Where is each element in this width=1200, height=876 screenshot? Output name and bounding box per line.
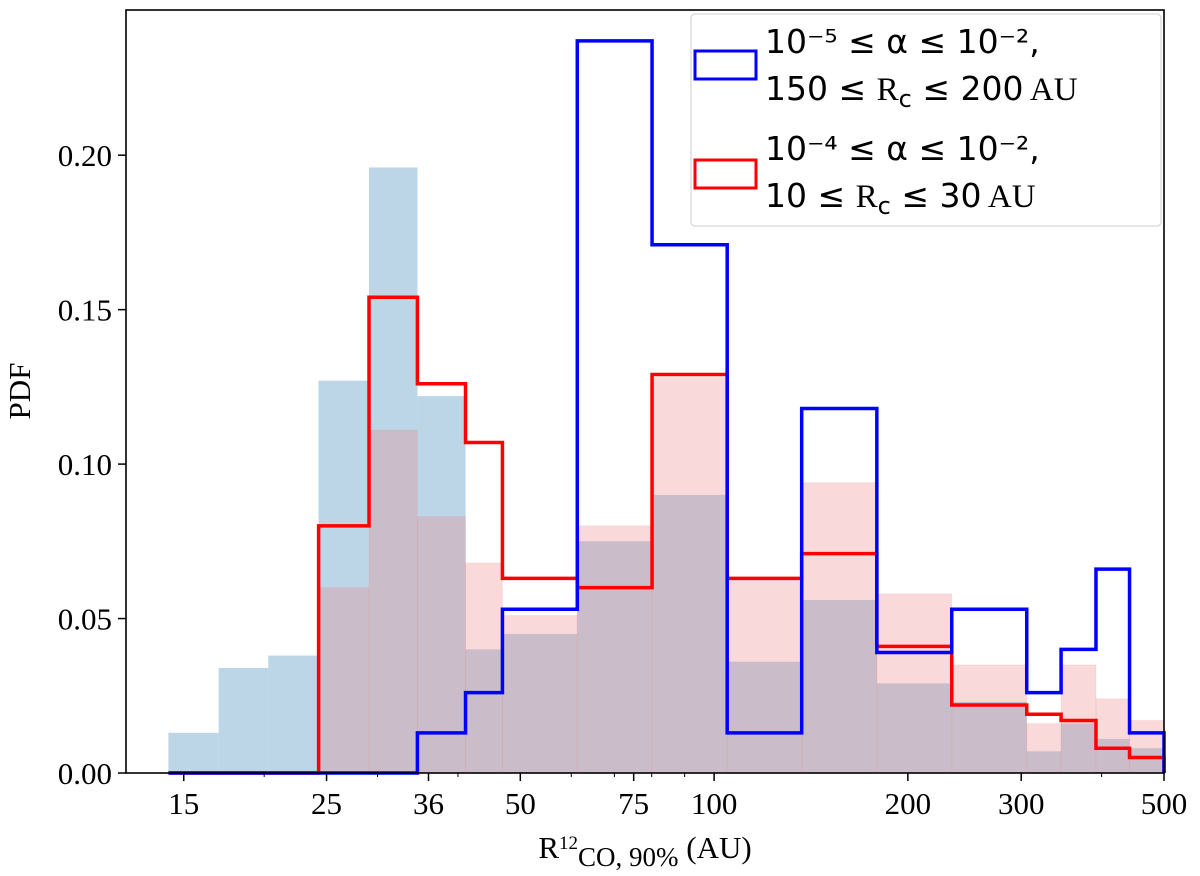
- blue-bar: [1060, 723, 1097, 774]
- blue-bar: [168, 732, 220, 774]
- blue-bar: [801, 599, 878, 774]
- blue-bar: [876, 683, 953, 774]
- x-tick-label: 50: [505, 786, 536, 821]
- y-tick-label: 0.20: [58, 138, 112, 173]
- pink-bar: [651, 377, 728, 774]
- legend-swatch-blue: [693, 49, 758, 81]
- y-axis-label: PDF: [2, 363, 37, 420]
- blue-bar: [651, 494, 728, 774]
- legend-line2: 10 ≤ Rc ≤ 30 AU: [765, 176, 1036, 220]
- blue-bar: [368, 167, 418, 774]
- pink-bar: [1095, 698, 1130, 774]
- blue-bar: [218, 667, 269, 774]
- x-tick-label: 36: [413, 786, 444, 821]
- y-tick-label: 0.00: [58, 756, 112, 791]
- legend-line2: 150 ≤ Rc ≤ 200 AU: [765, 69, 1078, 113]
- blue-bar: [502, 633, 578, 774]
- pink-bar: [951, 664, 1028, 774]
- x-tick-label: 25: [311, 786, 342, 821]
- pink-filled-histogram: [318, 377, 1165, 774]
- x-tick-label: 15: [168, 786, 199, 821]
- pink-bar: [1129, 720, 1165, 774]
- blue-bar: [267, 655, 320, 774]
- legend: 10⁻⁵ ≤ α ≤ 10⁻², 150 ≤ Rc ≤ 200 AU 10⁻⁴ …: [690, 13, 1162, 227]
- x-tick-label: 500: [1141, 786, 1188, 821]
- blue-filled-histogram: [168, 167, 1165, 774]
- pink-bar: [726, 577, 803, 774]
- pink-bar: [1026, 723, 1062, 774]
- legend-swatch-red: [693, 158, 758, 190]
- x-tick-label: 200: [885, 786, 932, 821]
- y-tick-label: 0.15: [58, 293, 112, 328]
- pink-bar: [502, 615, 578, 774]
- pink-bar: [576, 525, 653, 774]
- pink-bar: [465, 562, 503, 774]
- x-axis-ticks: 15 25 36 50 75 100 200 300 500: [168, 773, 1187, 821]
- blue-bar: [318, 380, 370, 774]
- blue-bar: [1095, 738, 1130, 774]
- blue-bar: [951, 701, 1028, 774]
- x-tick-label: 75: [618, 786, 649, 821]
- legend-line1: 10⁻⁴ ≤ α ≤ 10⁻²,: [765, 129, 1040, 168]
- x-axis-label: R12CO, 90% (AU): [538, 830, 751, 872]
- pink-bar: [801, 482, 878, 774]
- y-tick-label: 0.10: [58, 447, 112, 482]
- plot-frame: [125, 9, 1165, 774]
- blue-bar: [417, 395, 466, 774]
- blue-step-histogram: [168, 39, 1166, 775]
- blue-bar: [1129, 747, 1165, 774]
- legend-entry-blue: 10⁻⁵ ≤ α ≤ 10⁻², 150 ≤ Rc ≤ 200 AU: [693, 22, 1078, 113]
- pink-bar: [318, 587, 370, 774]
- pink-bar: [417, 516, 466, 774]
- legend-frame: [690, 13, 1162, 227]
- legend-line1: 10⁻⁵ ≤ α ≤ 10⁻²,: [765, 22, 1040, 61]
- x-tick-label: 100: [691, 786, 738, 821]
- pink-bar: [876, 593, 953, 774]
- legend-entry-red: 10⁻⁴ ≤ α ≤ 10⁻², 10 ≤ Rc ≤ 30 AU: [693, 129, 1040, 220]
- y-axis-ticks: 0.00 0.05 0.10 0.15 0.20: [58, 138, 126, 791]
- x-tick-label: 300: [998, 786, 1045, 821]
- y-tick-label: 0.05: [58, 602, 112, 637]
- pink-bar: [368, 429, 418, 774]
